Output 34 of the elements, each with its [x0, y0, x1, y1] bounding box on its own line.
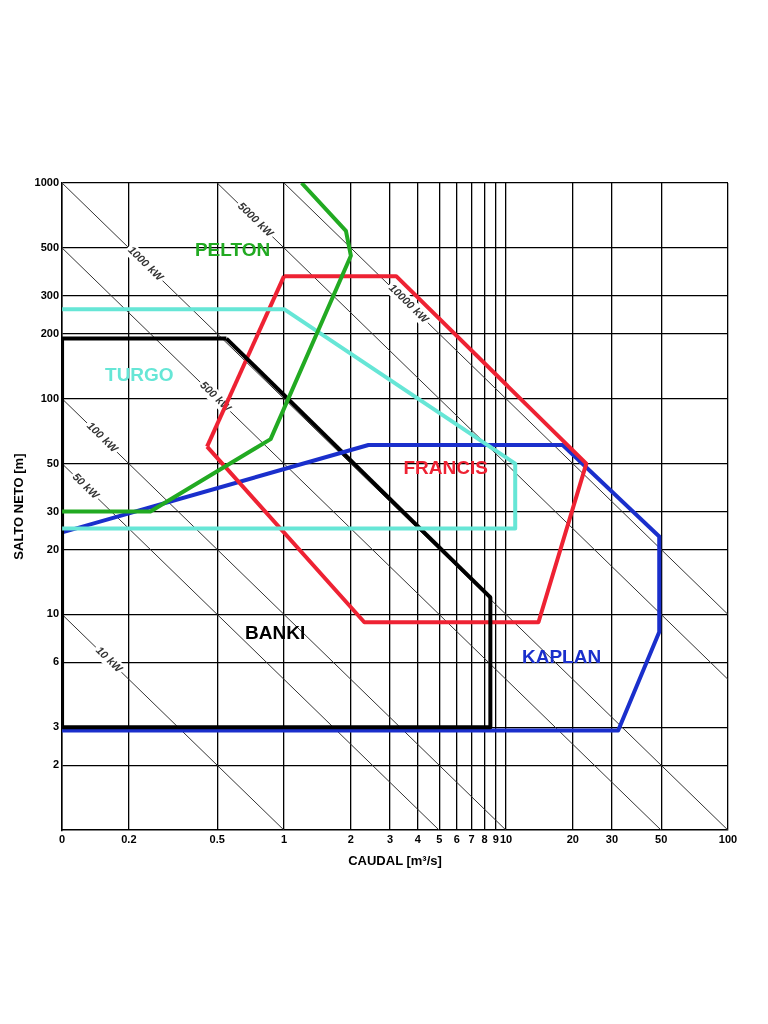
x-tick-label: 10	[499, 832, 513, 845]
y-tick-label: 20	[46, 542, 60, 555]
x-tick-label: 0	[59, 832, 66, 845]
y-tick-label: 300	[40, 288, 60, 301]
x-tick-label: 0.2	[121, 832, 137, 845]
x-tick-label: 1	[280, 832, 288, 845]
x-tick-label: 0.5	[209, 832, 225, 845]
x-tick-label: 7	[468, 832, 475, 845]
x-tick-label: 4	[414, 832, 422, 845]
y-tick-label: 30	[46, 504, 60, 517]
text: 100 kW	[84, 419, 122, 456]
text: 50 kW	[70, 470, 103, 503]
y-tick-label: 50	[46, 456, 60, 469]
y-tick-label: 200	[40, 326, 60, 339]
x-tick-label: 100	[718, 832, 738, 845]
x-tick-label: 20	[566, 832, 579, 845]
x-tick-label: 30	[605, 832, 619, 845]
y-tick-label: 1000	[34, 176, 60, 189]
x-tick-label: 5	[436, 832, 443, 845]
x-tick-label: 3	[386, 832, 394, 845]
x-tick-label: 2	[347, 832, 354, 845]
y-tick-label: 500	[40, 240, 60, 253]
text: 10 kW	[93, 643, 127, 676]
y-tick-label: 6	[52, 655, 60, 668]
y-tick-label: 100	[40, 391, 60, 404]
y-tick-label: 2	[52, 758, 60, 771]
x-tick-label: 8	[481, 832, 488, 845]
x-axis-title: CAUDAL [m³/s]	[348, 852, 442, 868]
y-tick-label: 10	[46, 607, 60, 620]
x-tick-label: 9	[492, 832, 499, 845]
x-tick-label: 6	[453, 832, 460, 845]
y-axis-title: SALTO NETO [m]	[11, 453, 27, 560]
y-tick-label: 3	[52, 720, 60, 733]
x-tick-label: 50	[655, 832, 668, 845]
